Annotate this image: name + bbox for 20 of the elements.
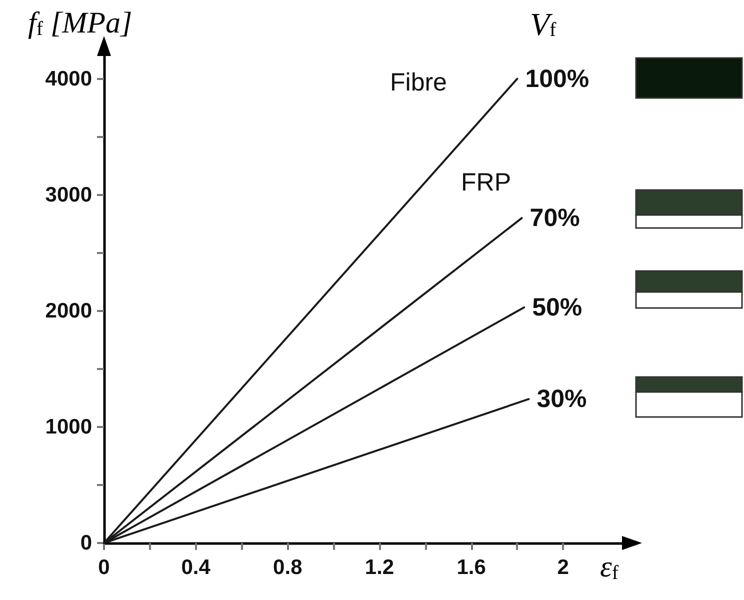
legend-title: Vf [530, 6, 557, 42]
annotation: FRP [461, 168, 511, 196]
y-axis-title: ff [MPa] [28, 6, 132, 40]
x-tick-label: 1.2 [364, 556, 394, 579]
x-tick-label: 0.4 [181, 556, 211, 579]
y-tick-label: 1000 [45, 415, 92, 438]
x-tick-label: 1.6 [456, 556, 486, 579]
annotation: Fibre [390, 68, 447, 96]
series-label: 30% [536, 385, 587, 414]
series-label: 70% [530, 204, 580, 232]
x-axis-title: εf [600, 550, 619, 584]
legend-label: 100% [525, 64, 590, 93]
y-tick-label: 4000 [45, 67, 92, 90]
x-tick-label: 0 [98, 556, 110, 579]
y-tick-label: 0 [80, 532, 92, 554]
x-tick-label: 0.8 [273, 556, 303, 579]
y-tick-label: 3000 [45, 183, 92, 206]
x-tick-label: 2 [557, 556, 569, 579]
series-label: 50% [532, 293, 582, 322]
y-tick-label: 2000 [45, 299, 92, 322]
